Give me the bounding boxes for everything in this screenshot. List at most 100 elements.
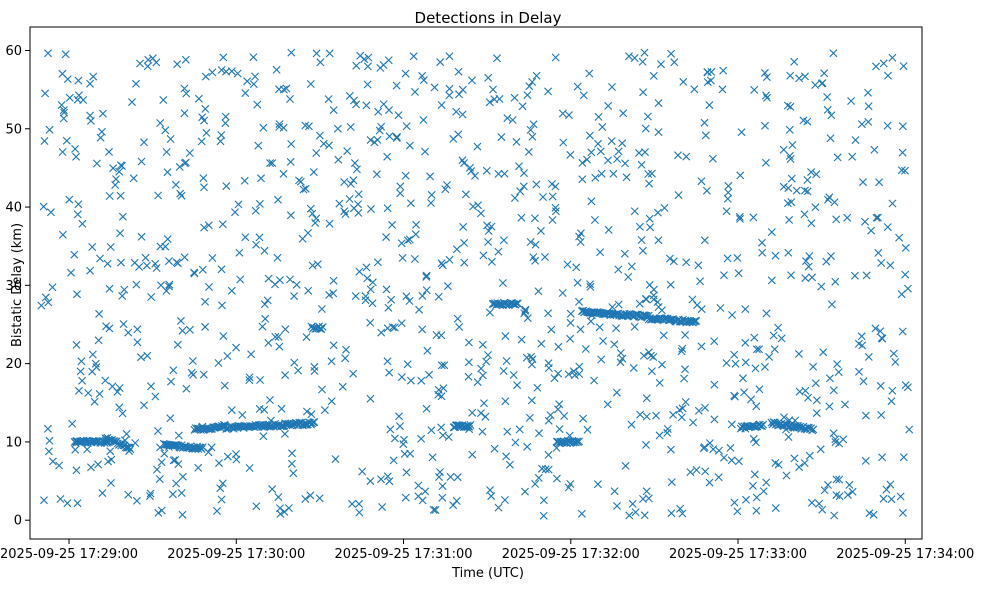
detection-point bbox=[65, 93, 74, 102]
detection-point bbox=[706, 76, 715, 85]
detection-point bbox=[716, 304, 725, 312]
detection-point bbox=[295, 176, 303, 185]
detection-point bbox=[392, 134, 401, 142]
detection-point bbox=[118, 409, 127, 418]
detection-point bbox=[801, 72, 809, 81]
detection-point bbox=[355, 508, 364, 517]
detection-point bbox=[654, 99, 663, 108]
detection-point bbox=[194, 463, 203, 472]
detection-point bbox=[512, 137, 521, 146]
detection-point bbox=[535, 429, 543, 438]
detection-point bbox=[460, 159, 468, 168]
detection-point bbox=[523, 314, 532, 323]
detection-point bbox=[197, 137, 206, 146]
detection-point bbox=[575, 232, 584, 241]
detection-point bbox=[70, 250, 79, 259]
detection-point bbox=[101, 376, 110, 385]
detection-point bbox=[501, 332, 510, 341]
detection-point bbox=[312, 49, 321, 58]
detection-point bbox=[397, 373, 406, 382]
detection-point bbox=[629, 364, 638, 372]
detection-point bbox=[372, 170, 381, 179]
detection-point bbox=[563, 260, 572, 269]
detection-point bbox=[96, 254, 104, 263]
detection-point bbox=[464, 338, 473, 347]
detection-point bbox=[98, 489, 107, 498]
detection-point bbox=[266, 159, 275, 168]
detection-point bbox=[55, 461, 64, 470]
detection-point bbox=[421, 147, 429, 156]
detection-point bbox=[249, 53, 258, 62]
detection-point bbox=[872, 213, 881, 222]
x-axis: 2025-09-25 17:29:00 2025-09-25 17:30:00 20… bbox=[0, 539, 974, 562]
detection-point bbox=[259, 432, 268, 441]
detection-point bbox=[56, 495, 65, 503]
detection-point bbox=[905, 425, 914, 434]
detection-point bbox=[859, 178, 867, 187]
detection-point bbox=[204, 221, 213, 230]
detection-point bbox=[551, 182, 560, 191]
detection-point bbox=[245, 376, 254, 385]
detection-point bbox=[274, 493, 283, 502]
detection-point bbox=[827, 252, 835, 261]
detection-point bbox=[724, 181, 733, 190]
detection-point bbox=[277, 404, 286, 413]
detection-point bbox=[445, 52, 454, 61]
detection-point bbox=[345, 195, 354, 203]
detection-point bbox=[171, 180, 180, 189]
detection-point bbox=[487, 257, 496, 266]
detection-point bbox=[790, 454, 799, 463]
detection-point bbox=[405, 297, 414, 305]
detection-point bbox=[886, 261, 895, 270]
detection-point bbox=[275, 122, 284, 131]
detection-point bbox=[639, 351, 648, 360]
detection-point bbox=[46, 208, 55, 217]
detection-point bbox=[850, 271, 859, 280]
detection-point bbox=[784, 433, 793, 441]
detection-point bbox=[805, 252, 814, 261]
detection-point bbox=[666, 280, 675, 289]
detection-point bbox=[363, 80, 372, 89]
detection-point bbox=[593, 480, 602, 489]
detection-point bbox=[98, 109, 107, 118]
detection-point bbox=[865, 509, 874, 518]
detection-point bbox=[476, 209, 485, 218]
detection-point bbox=[575, 297, 583, 306]
detection-point bbox=[374, 107, 383, 116]
detection-point bbox=[508, 116, 517, 124]
detection-point bbox=[405, 141, 414, 150]
detection-point bbox=[722, 207, 731, 216]
detection-point bbox=[548, 216, 557, 224]
detection-point bbox=[635, 299, 644, 308]
detection-point bbox=[467, 167, 476, 176]
detection-point bbox=[787, 271, 795, 280]
detection-point bbox=[649, 71, 658, 80]
detection-point bbox=[351, 292, 360, 301]
detection-point bbox=[654, 236, 663, 245]
detection-point bbox=[65, 195, 74, 204]
detection-point bbox=[409, 52, 418, 61]
detection-point bbox=[903, 383, 912, 392]
detection-point bbox=[182, 384, 191, 393]
detection-point bbox=[396, 182, 405, 191]
detection-point bbox=[857, 120, 866, 129]
detection-point bbox=[73, 210, 82, 219]
detection-point bbox=[362, 101, 371, 110]
detection-point bbox=[180, 253, 189, 262]
detection-point bbox=[739, 374, 747, 383]
y-tick-label: 10 bbox=[5, 435, 22, 450]
detection-point bbox=[841, 400, 849, 409]
detection-point bbox=[767, 276, 776, 285]
detection-point bbox=[500, 169, 509, 178]
detection-point bbox=[720, 453, 728, 462]
detection-point bbox=[108, 382, 117, 391]
detection-point bbox=[538, 464, 546, 473]
detection-point bbox=[677, 413, 686, 422]
detection-point bbox=[870, 145, 879, 154]
detection-point bbox=[163, 235, 172, 244]
detection-point bbox=[221, 119, 230, 128]
detection-point bbox=[520, 169, 528, 178]
detection-point bbox=[45, 125, 54, 134]
detection-point bbox=[406, 376, 415, 385]
detection-point bbox=[286, 95, 294, 103]
